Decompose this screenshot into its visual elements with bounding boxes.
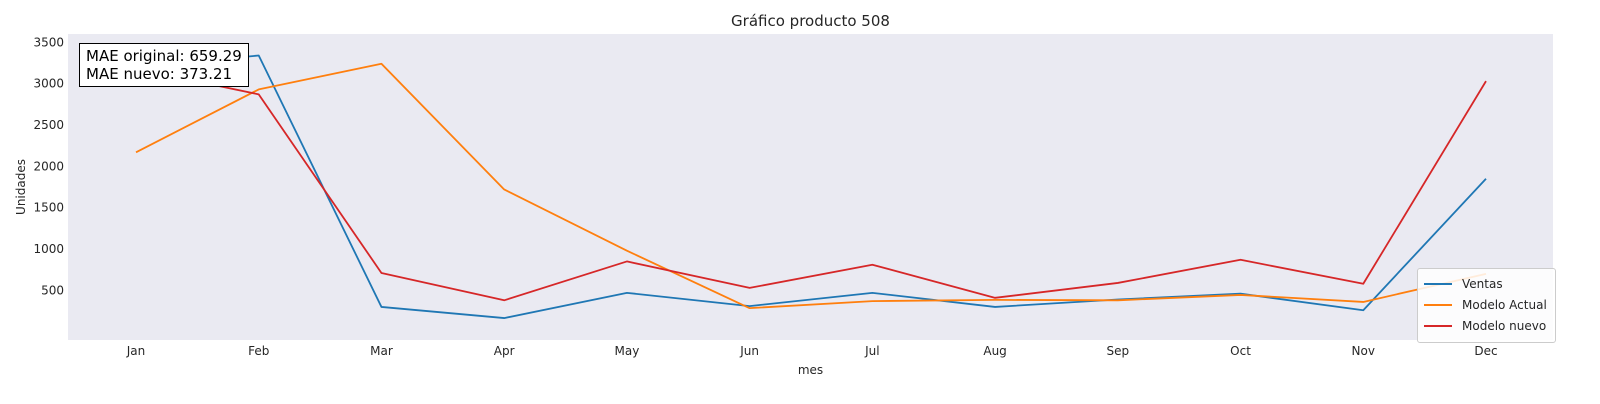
plot-area [68,34,1553,340]
x-tick-label: Jun [739,344,759,358]
x-tick-label: Aug [983,344,1006,358]
y-ticks: 500 1000 1500 2000 2500 3000 3500 [33,35,64,297]
series-lines [135,54,1487,319]
x-tick-label: Jul [864,344,879,358]
y-axis-label: Unidades [14,159,28,215]
legend-label-modelo-actual: Modelo Actual [1462,297,1547,312]
chart-title: Gráfico producto 508 [731,12,890,30]
x-tick-label: Dec [1474,344,1497,358]
mae-original-text: MAE original: 659.29 [86,47,242,65]
x-tick-label: Oct [1230,344,1251,358]
legend-swatch-modelo-actual [1424,303,1452,306]
x-ticks: Jan Feb Mar Apr May Jun Jul Aug Sep Oct Nov Dec [126,344,1498,358]
legend-swatch-modelo-nuevo [1424,324,1452,327]
legend-item-modelo-nuevo: Modelo nuevo [1418,315,1555,336]
x-tick-label: Nov [1352,344,1375,358]
x-axis-label: mes [798,363,823,377]
x-tick-label: May [615,344,640,358]
legend-item-modelo-actual: Modelo Actual [1418,294,1555,315]
series-line-modelo-nuevo [135,67,1487,302]
y-tick-label: 500 [41,283,64,297]
legend-item-ventas: Ventas [1418,273,1555,294]
x-tick-label: Sep [1107,344,1130,358]
legend: Ventas Modelo Actual Modelo nuevo [1417,268,1556,343]
legend-label-ventas: Ventas [1462,276,1503,291]
y-tick-label: 3000 [33,77,64,91]
mae-nuevo-text: MAE nuevo: 373.21 [86,65,233,83]
y-tick-label: 2500 [33,118,64,132]
x-tick-label: Feb [248,344,269,358]
series-line-modelo-actual [135,62,1487,310]
x-tick-label: Jan [126,344,146,358]
y-tick-label: 1000 [33,242,64,256]
mae-annotation: MAE original: 659.29 MAE nuevo: 373.21 [79,43,249,87]
y-tick-label: 1500 [33,201,64,215]
legend-swatch-ventas [1424,282,1452,285]
x-tick-label: Mar [370,344,393,358]
y-tick-label: 3500 [33,35,64,49]
x-tick-label: Apr [494,344,515,358]
legend-label-modelo-nuevo: Modelo nuevo [1462,318,1547,333]
y-tick-label: 2000 [33,159,64,173]
